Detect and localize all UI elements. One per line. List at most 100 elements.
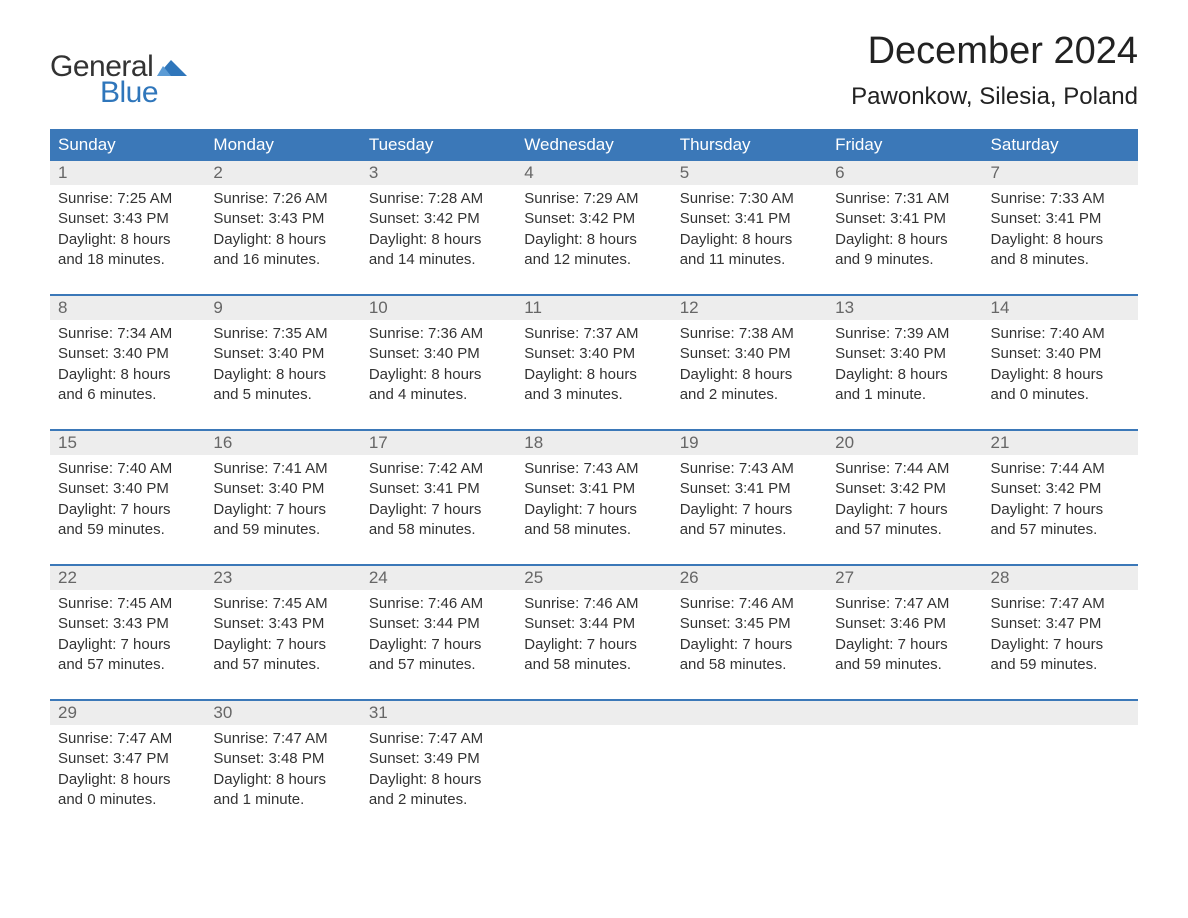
daylight-text-line2: and 8 minutes. (991, 250, 1130, 270)
sunrise-text: Sunrise: 7:46 AM (524, 594, 663, 614)
day-content-row: Sunrise: 7:40 AM Sunset: 3:40 PM Daylight:… (50, 455, 1138, 554)
daylight-text-line2: and 57 minutes. (213, 655, 352, 675)
sunset-text: Sunset: 3:40 PM (680, 344, 819, 364)
day-cell: Sunrise: 7:43 AMSunset: 3:41 PMDaylight:… (516, 455, 671, 554)
logo-wing-icon (157, 56, 187, 81)
sunset-text: Sunset: 3:44 PM (369, 614, 508, 634)
daylight-text-line2: and 57 minutes. (369, 655, 508, 675)
sunset-text: Sunset: 3:41 PM (680, 479, 819, 499)
sunrise-text: Sunrise: 7:47 AM (991, 594, 1130, 614)
day-cell: Sunrise: 7:41 AMSunset: 3:40 PMDaylight:… (205, 455, 360, 554)
sunset-text: Sunset: 3:41 PM (835, 209, 974, 229)
daylight-text-line1: Daylight: 7 hours (835, 500, 974, 520)
day-content-row: Sunrise: 7:25 AM Sunset: 3:43 PM Daylight:… (50, 185, 1138, 284)
sunset-text: Sunset: 3:43 PM (213, 209, 352, 229)
daylight-text-line1: Daylight: 8 hours (58, 230, 197, 250)
day-cell: Sunrise: 7:45 AMSunset: 3:43 PMDaylight:… (205, 590, 360, 689)
day-number: 5 (672, 161, 827, 185)
sunrise-text: Sunrise: 7:34 AM (58, 324, 197, 344)
daylight-text-line2: and 57 minutes. (680, 520, 819, 540)
day-number: 11 (516, 296, 671, 320)
day-cell: Sunrise: 7:28 AMSunset: 3:42 PMDaylight:… (361, 185, 516, 284)
sunrise-text: Sunrise: 7:40 AM (58, 459, 197, 479)
header: General Blue December 2024 Pawonkow, Sil… (50, 30, 1138, 111)
daylight-text-line1: Daylight: 7 hours (369, 635, 508, 655)
daylight-text-line2: and 59 minutes. (58, 520, 197, 540)
daylight-text-line1: Daylight: 8 hours (524, 230, 663, 250)
daylight-text-line1: Daylight: 8 hours (680, 365, 819, 385)
sunrise-text: Sunrise: 7:29 AM (524, 189, 663, 209)
sunrise-text: Sunrise: 7:28 AM (369, 189, 508, 209)
sunrise-text: Sunrise: 7:46 AM (680, 594, 819, 614)
daylight-text-line1: Daylight: 7 hours (58, 500, 197, 520)
day-cell: Sunrise: 7:46 AMSunset: 3:45 PMDaylight:… (672, 590, 827, 689)
sunrise-text: Sunrise: 7:47 AM (835, 594, 974, 614)
daylight-text-line2: and 58 minutes. (524, 655, 663, 675)
week-row: 22232425262728Sunrise: 7:45 AMSunset: 3:… (50, 564, 1138, 689)
daylight-text-line1: Daylight: 7 hours (524, 500, 663, 520)
day-cell: Sunrise: 7:45 AMSunset: 3:43 PMDaylight:… (50, 590, 205, 689)
day-number: 29 (50, 701, 205, 725)
day-content-row: Sunrise: 7:34 AMSunset: 3:40 PMDaylight:… (50, 320, 1138, 419)
sunset-text: Sunset: 3:42 PM (524, 209, 663, 229)
daylight-text-line1: Daylight: 7 hours (524, 635, 663, 655)
sunrise-text: Sunrise: 7:31 AM (835, 189, 974, 209)
day-number: 14 (983, 296, 1138, 320)
day-cell: Sunrise: 7:34 AMSunset: 3:40 PMDaylight:… (50, 320, 205, 419)
calendar: Sunday Monday Tuesday Wednesday Thursday… (50, 129, 1138, 824)
daylight-text-line1: Daylight: 7 hours (991, 500, 1130, 520)
weeks-container: 1234567Sunrise: 7:25 AMSunset: 3:43 PMDa… (50, 161, 1138, 824)
daylight-text-line2: and 9 minutes. (835, 250, 974, 270)
day-cell: Sunrise: 7:31 AMSunset: 3:41 PMDaylight:… (827, 185, 982, 284)
day-cell: Sunrise: 7:40 AMSunset: 3:40 PMDaylight:… (50, 455, 205, 554)
sunset-text: Sunset: 3:45 PM (680, 614, 819, 634)
day-number: 7 (983, 161, 1138, 185)
day-number: 26 (672, 566, 827, 590)
day-number: 13 (827, 296, 982, 320)
day-cell: Sunrise: 7:47 AMSunset: 3:47 PMDaylight:… (50, 725, 205, 824)
daylight-text-line1: Daylight: 8 hours (991, 365, 1130, 385)
sunset-text: Sunset: 3:41 PM (991, 209, 1130, 229)
month-title: December 2024 (851, 30, 1138, 73)
sunrise-text: Sunrise: 7:25 AM (58, 189, 197, 209)
daylight-text-line1: Daylight: 8 hours (991, 230, 1130, 250)
day-content-row: Sunrise: 7:47 AMSunset: 3:47 PMDaylight:… (50, 725, 1138, 824)
daylight-text-line1: Daylight: 7 hours (680, 635, 819, 655)
weekday-header: Saturday (983, 129, 1138, 161)
sunset-text: Sunset: 3:43 PM (213, 614, 352, 634)
day-cell: Sunrise: 7:38 AMSunset: 3:40 PMDaylight:… (672, 320, 827, 419)
day-cell: Sunrise: 7:42 AMSunset: 3:41 PMDaylight:… (361, 455, 516, 554)
day-cell: Sunrise: 7:36 AMSunset: 3:40 PMDaylight:… (361, 320, 516, 419)
day-cell (983, 725, 1138, 824)
day-cell: Sunrise: 7:25 AMSunset: 3:43 PMDaylight:… (50, 185, 205, 284)
day-number (827, 701, 982, 725)
sunrise-text: Sunrise: 7:43 AM (524, 459, 663, 479)
location: Pawonkow, Silesia, Poland (851, 83, 1138, 111)
sunrise-text: Sunrise: 7:40 AM (991, 324, 1130, 344)
sunrise-text: Sunrise: 7:39 AM (835, 324, 974, 344)
day-number: 4 (516, 161, 671, 185)
day-number (672, 701, 827, 725)
sunrise-text: Sunrise: 7:36 AM (369, 324, 508, 344)
weekday-header: Friday (827, 129, 982, 161)
sunset-text: Sunset: 3:40 PM (991, 344, 1130, 364)
weekday-header-row: Sunday Monday Tuesday Wednesday Thursday… (50, 129, 1138, 161)
day-number: 28 (983, 566, 1138, 590)
sunrise-text: Sunrise: 7:47 AM (369, 729, 508, 749)
daylight-text-line2: and 57 minutes. (58, 655, 197, 675)
sunset-text: Sunset: 3:48 PM (213, 749, 352, 769)
sunset-text: Sunset: 3:42 PM (369, 209, 508, 229)
daylight-text-line1: Daylight: 7 hours (369, 500, 508, 520)
day-cell: Sunrise: 7:47 AMSunset: 3:47 PMDaylight:… (983, 590, 1138, 689)
daylight-text-line1: Daylight: 7 hours (213, 635, 352, 655)
sunset-text: Sunset: 3:40 PM (213, 344, 352, 364)
week-row: 293031Sunrise: 7:47 AMSunset: 3:47 PMDay… (50, 699, 1138, 824)
daylight-text-line2: and 12 minutes. (524, 250, 663, 270)
daylight-text-line2: and 58 minutes. (680, 655, 819, 675)
daylight-text-line1: Daylight: 8 hours (213, 365, 352, 385)
day-cell: Sunrise: 7:46 AMSunset: 3:44 PMDaylight:… (361, 590, 516, 689)
daylight-text-line1: Daylight: 8 hours (835, 365, 974, 385)
daylight-text-line2: and 4 minutes. (369, 385, 508, 405)
sunset-text: Sunset: 3:40 PM (213, 479, 352, 499)
daylight-text-line2: and 59 minutes. (835, 655, 974, 675)
